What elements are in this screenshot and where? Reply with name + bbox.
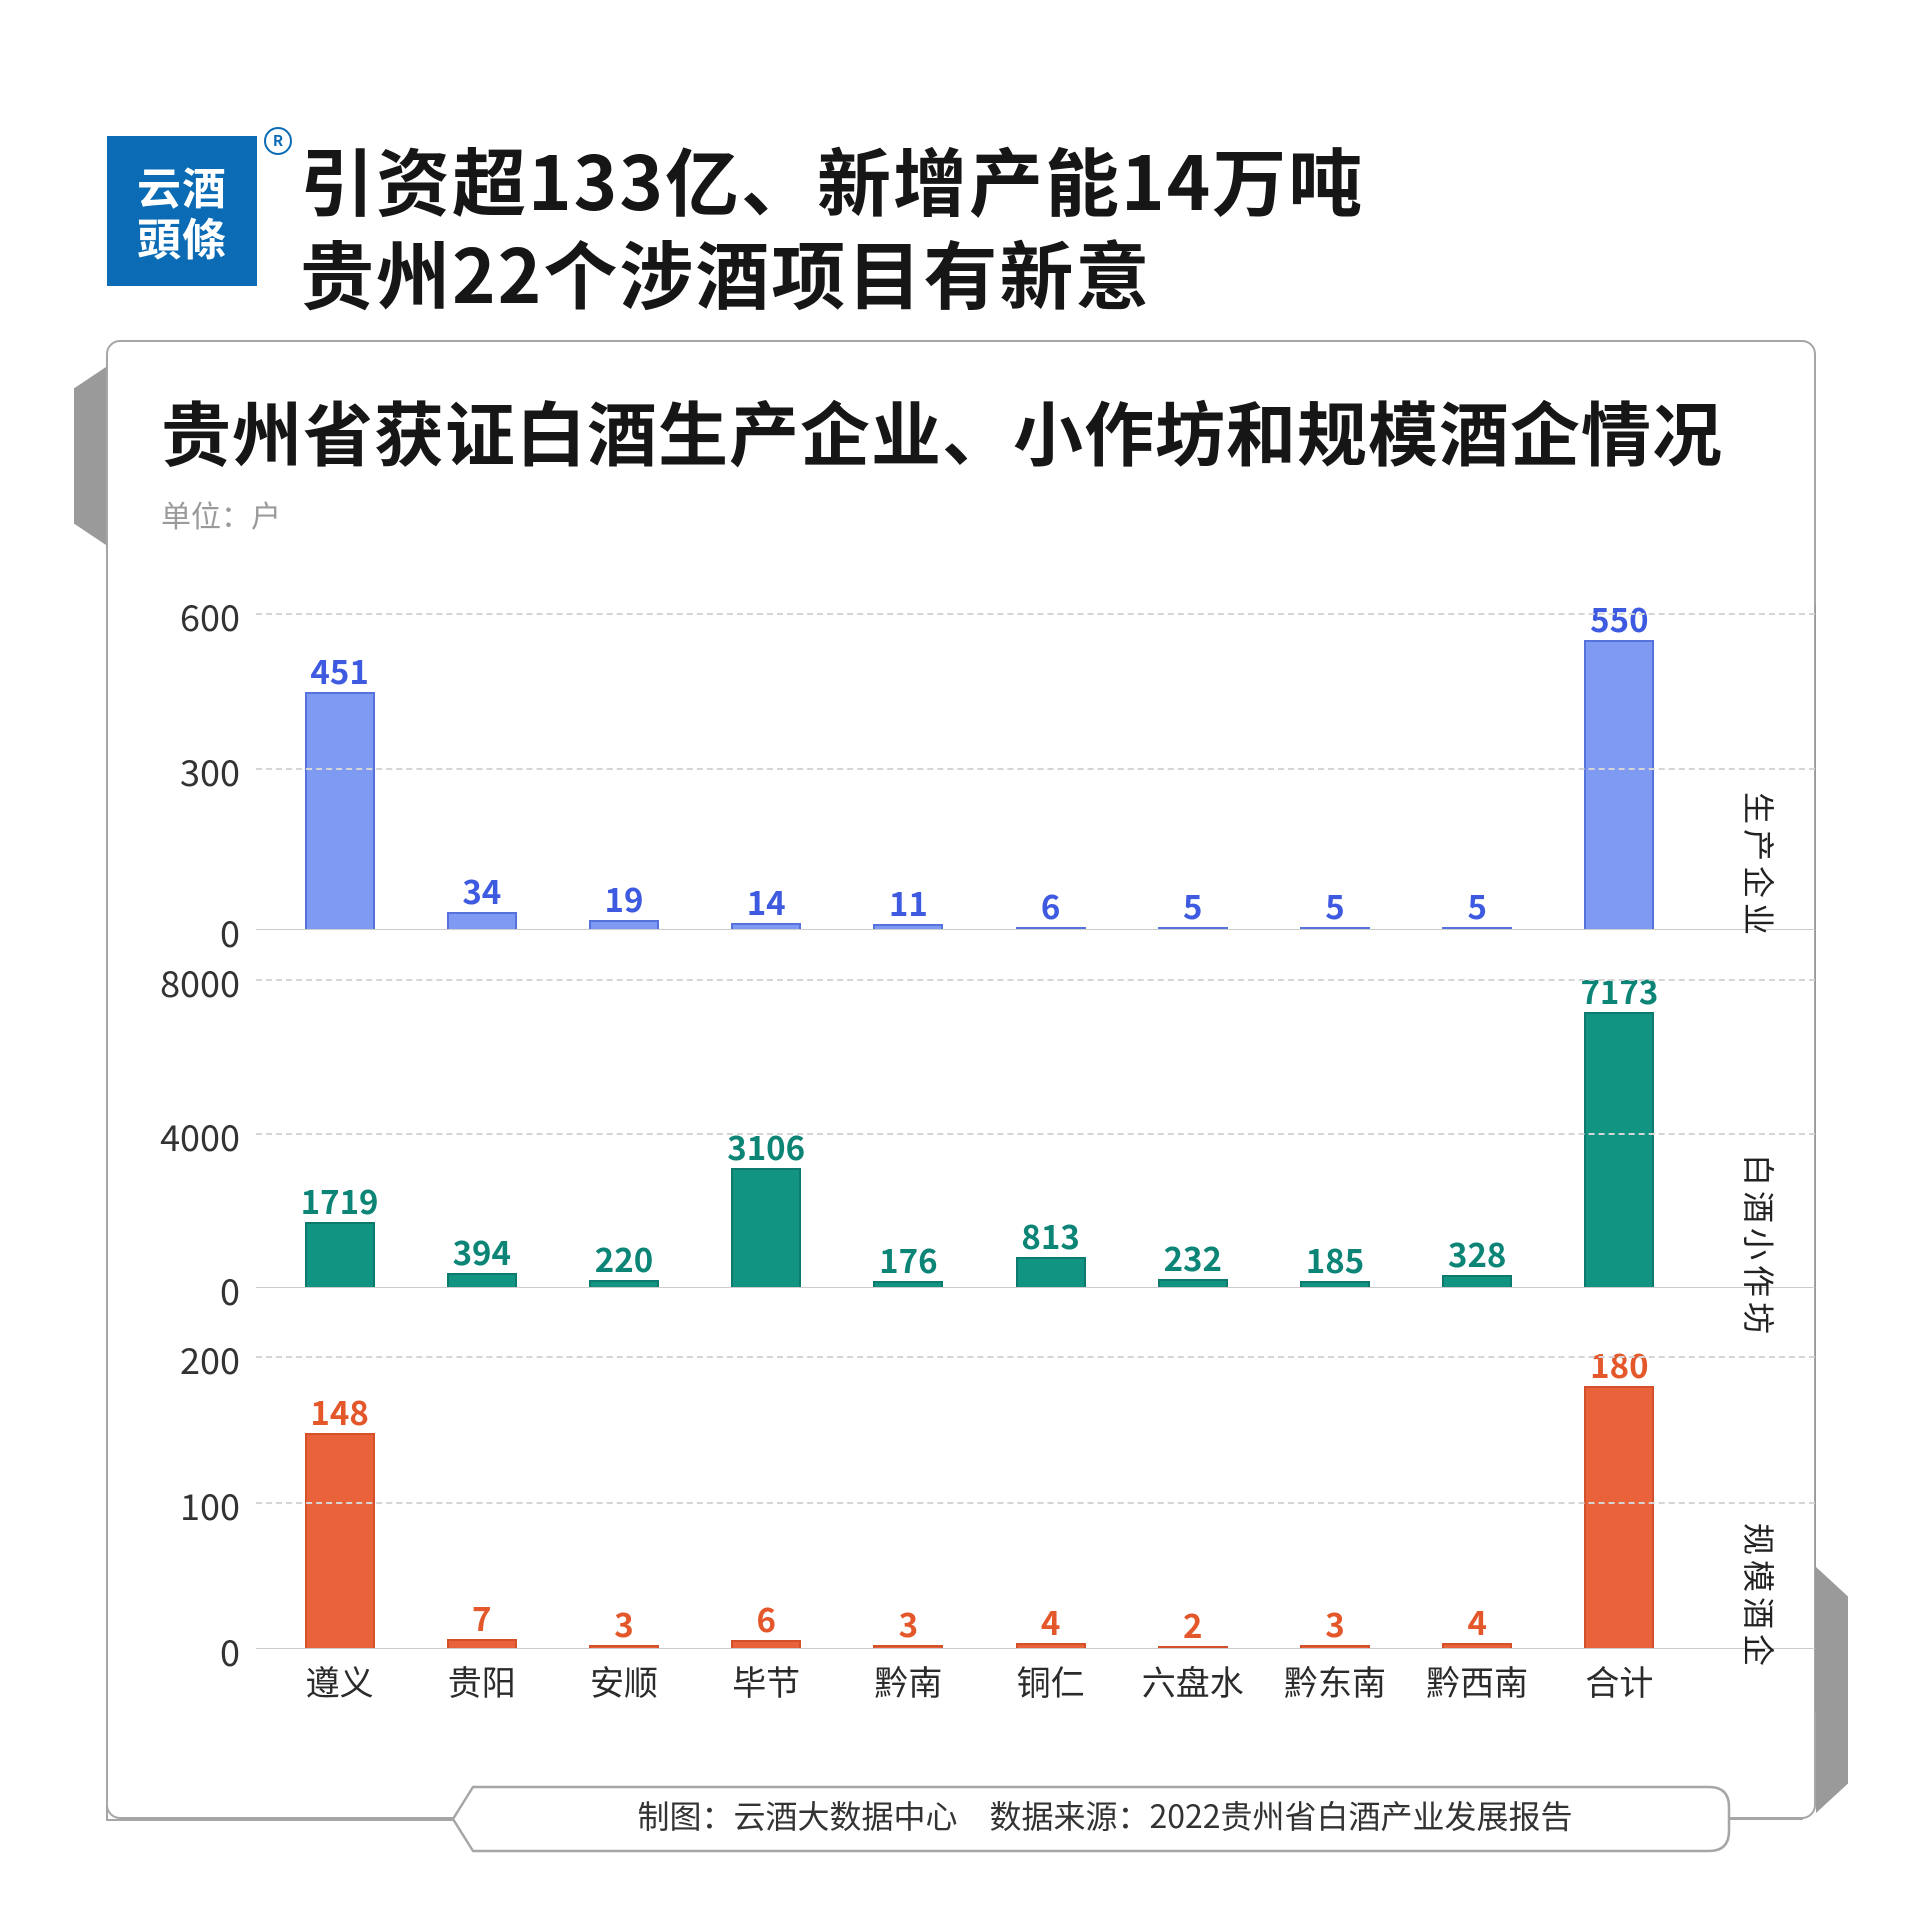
svg-text:制图：云酒大数据中心 数据来源：2022贵州省白酒产业发展报: 制图：云酒大数据中心 数据来源：2022贵州省白酒产业发展报告 xyxy=(637,1792,1572,1838)
